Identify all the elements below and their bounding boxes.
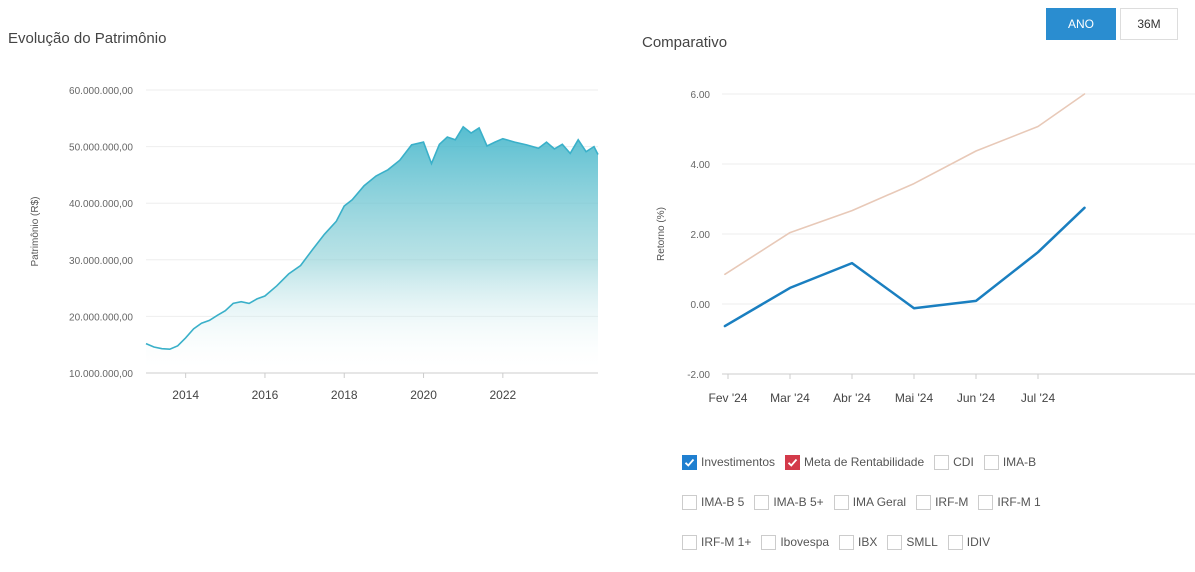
- patrimonio-line: [145, 125, 599, 351]
- patrimonio-area-chart: 10.000.000,00 20.000.000,00 30.000.000,00 4…: [30, 86, 599, 402]
- y-axis-label: Patrimônio (R$): [30, 196, 41, 266]
- series-line-investimentos: [723, 206, 1086, 328]
- checkbox-icon[interactable]: [887, 534, 903, 550]
- legend-item-irf-m-1[interactable]: IRF-M 1: [978, 494, 1041, 510]
- legend-item-label: IRF-M 1: [997, 495, 1041, 509]
- checkbox-icon[interactable]: [833, 494, 849, 510]
- x-tick-label: Jun '24: [957, 391, 996, 405]
- x-tick-label: 2014: [172, 388, 199, 402]
- y-tick-label: 0.00: [691, 300, 711, 311]
- y-tick-label: 20.000.000,00: [69, 312, 133, 323]
- checkbox-icon[interactable]: [682, 494, 697, 510]
- y-tick-label: 30.000.000,00: [69, 256, 133, 267]
- legend-row: Investimentos Meta de Rentabilidade CDI IMA…: [682, 452, 1162, 472]
- y-tick-label: 4.00: [691, 160, 711, 171]
- legend-item-irf-m[interactable]: IRF-M: [916, 494, 969, 510]
- series-line-meta: [724, 93, 1086, 276]
- legend-item-idiv[interactable]: IDIV: [947, 534, 991, 550]
- checkbox-icon[interactable]: [754, 494, 770, 510]
- legend-item-ima-b-5-[interactable]: IMA-B 5+: [754, 494, 824, 510]
- legend-item-irf-m-1-[interactable]: IRF-M 1+: [682, 534, 752, 550]
- comparativo-line-chart: -2.00 0.00 2.00 4.00 6.00 Fev '24 Mar '24 Abr '…: [656, 90, 1195, 405]
- checkbox-icon[interactable]: [682, 534, 697, 550]
- legend-item-smll[interactable]: SMLL: [887, 534, 938, 550]
- checkbox-icon[interactable]: [947, 534, 963, 550]
- legend-item-label: IMA-B 5+: [773, 495, 824, 509]
- legend-item-label: SMLL: [906, 535, 938, 549]
- legend-item-ima-geral[interactable]: IMA Geral: [833, 494, 907, 510]
- patrimonio-area: [146, 126, 598, 373]
- legend-item-ibx[interactable]: IBX: [839, 534, 878, 550]
- charts-canvas: 10.000.000,00 20.000.000,00 30.000.000,00 4…: [30, 86, 1195, 405]
- y-tick-label: 6.00: [691, 90, 711, 101]
- legend-item-label: IMA Geral: [852, 495, 907, 509]
- legend-item-label: Ibovespa: [780, 535, 830, 549]
- x-tick-label: 2022: [489, 388, 516, 402]
- x-tick-label: 2018: [331, 388, 358, 402]
- legend-item-label: IMA-B: [1002, 455, 1037, 469]
- legend-item-label: Meta de Rentabilidade: [804, 455, 925, 469]
- checkbox-icon[interactable]: [916, 494, 932, 510]
- checked-checkbox-icon[interactable]: [785, 454, 801, 470]
- x-tick-label: 2016: [252, 388, 279, 402]
- legend-item-label: IRF-M: [935, 495, 969, 509]
- legend-item-investimentos[interactable]: Investimentos: [682, 454, 776, 470]
- legend-item-meta-de-rentabilidade[interactable]: Meta de Rentabilidade: [785, 454, 925, 470]
- left-chart-title: Evolução do Patrimônio: [8, 30, 167, 47]
- checked-checkbox-icon[interactable]: [682, 454, 697, 470]
- y-tick-label: 10.000.000,00: [69, 369, 133, 380]
- chart-legend: Investimentos Meta de Rentabilidade CDI IMA…: [682, 452, 1162, 572]
- y-axis-label: Retorno (%): [656, 207, 667, 261]
- checkbox-icon[interactable]: [983, 454, 999, 470]
- checkbox-icon[interactable]: [978, 494, 994, 510]
- legend-item-ibovespa[interactable]: Ibovespa: [761, 534, 830, 550]
- legend-item-label: IRF-M 1+: [701, 535, 752, 549]
- x-tick-label: Mai '24: [895, 391, 934, 405]
- checkbox-icon[interactable]: [934, 454, 950, 470]
- x-tick-label: Jul '24: [1021, 391, 1056, 405]
- legend-item-label: IBX: [858, 535, 878, 549]
- y-tick-label: -2.00: [687, 370, 710, 381]
- checkbox-icon[interactable]: [839, 534, 855, 550]
- y-tick-label: 2.00: [691, 230, 711, 241]
- legend-item-label: IMA-B 5: [701, 495, 745, 509]
- legend-item-ima-b[interactable]: IMA-B: [983, 454, 1037, 470]
- x-tick-label: Fev '24: [709, 391, 748, 405]
- x-tick-label: Abr '24: [833, 391, 871, 405]
- legend-item-label: CDI: [953, 455, 974, 469]
- legend-row: IRF-M 1+ Ibovespa IBX SMLL IDIV: [682, 532, 1162, 552]
- y-tick-label: 40.000.000,00: [69, 199, 133, 210]
- legend-item-label: Investimentos: [701, 455, 776, 469]
- x-tick-label: 2020: [410, 388, 437, 402]
- period-ano-button[interactable]: ANO: [1046, 8, 1116, 40]
- legend-item-ima-b-5[interactable]: IMA-B 5: [682, 494, 745, 510]
- y-tick-label: 50.000.000,00: [69, 143, 133, 154]
- right-chart-title: Comparativo: [642, 34, 728, 51]
- period-36m-button[interactable]: 36M: [1120, 8, 1178, 40]
- legend-item-label: IDIV: [966, 535, 991, 549]
- legend-item-cdi[interactable]: CDI: [934, 454, 974, 470]
- x-tick-label: Mar '24: [770, 391, 810, 405]
- legend-row: IMA-B 5 IMA-B 5+ IMA Geral IRF-M IRF-M 1: [682, 492, 1162, 512]
- checkbox-icon[interactable]: [761, 534, 777, 550]
- y-tick-label: 60.000.000,00: [69, 86, 133, 97]
